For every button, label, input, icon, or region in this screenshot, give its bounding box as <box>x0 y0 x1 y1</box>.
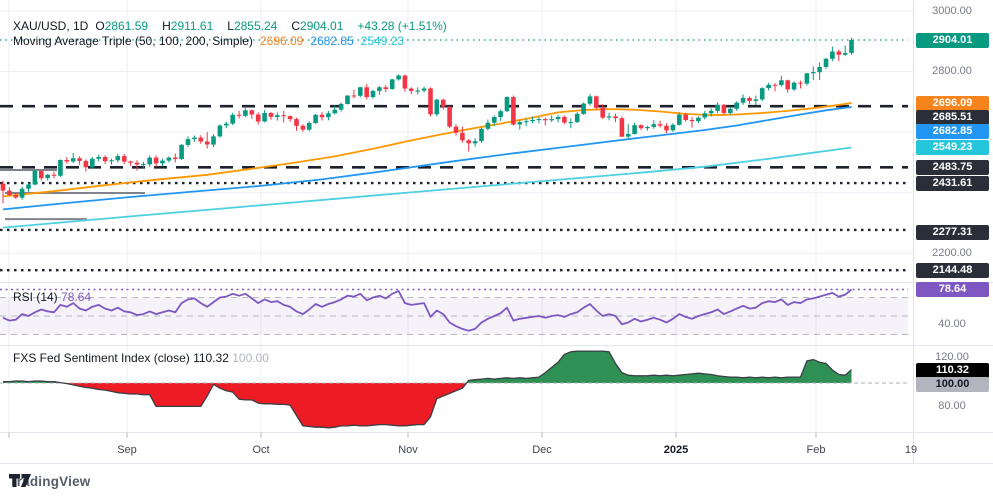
ohlc-low: L2855.24 <box>227 19 278 33</box>
price-badge: 2682.85 <box>916 123 989 139</box>
rsi-indicator-label[interactable]: RSI (14) <box>13 290 58 304</box>
price-badge: 100.00 <box>916 376 989 392</box>
gridlines <box>0 0 913 433</box>
symbol-title[interactable]: XAU/USD, 1D <box>13 19 89 33</box>
time-axis-label: Feb <box>806 444 826 456</box>
time-axis-label: Sep <box>117 444 137 456</box>
price-scale-label: 80.00 <box>938 400 966 412</box>
rsi-pane <box>0 288 908 335</box>
ma-indicator-label[interactable]: Moving Average Triple (50, 100, 200, Sim… <box>13 34 253 48</box>
price-scale-label: 3000.00 <box>932 5 972 17</box>
sentiment-pane <box>0 350 908 429</box>
sentiment-pane-label-row: FXS Fed Sentiment Index (close) 110.32 1… <box>13 352 269 365</box>
level-lines <box>0 104 908 272</box>
price-badge: 2483.75 <box>916 159 989 175</box>
price-badge: 2685.51 <box>916 109 989 125</box>
ma50-value: 2696.09 <box>259 34 304 48</box>
price-badge: 78.64 <box>916 281 989 297</box>
ohlc-high: H2911.61 <box>162 19 214 33</box>
tradingview-logo[interactable]: TradingView <box>9 474 90 489</box>
ohlc-open: O2861.59 <box>95 19 149 33</box>
sentiment-indicator-label[interactable]: FXS Fed Sentiment Index (close) <box>13 351 190 365</box>
time-axis-label: Dec <box>532 444 552 456</box>
time-axis-label: 2025 <box>663 444 689 456</box>
candlestick-series <box>0 37 854 204</box>
price-badge: 2277.31 <box>916 224 989 240</box>
ma100-value: 2682.85 <box>310 34 354 48</box>
time-axis-ticks <box>8 432 817 438</box>
rsi-pane-label-row: RSI (14) 78.64 <box>13 291 91 304</box>
price-badge: 2549.23 <box>916 139 989 155</box>
ohlc-close: C2904.01 <box>291 19 344 33</box>
price-scale-label: 2800.00 <box>932 65 972 77</box>
rsi-value: 78.64 <box>61 290 92 304</box>
price-change: +43.28 (+1.51%) <box>357 19 447 33</box>
time-axis-label: 19 <box>904 444 918 456</box>
sentiment-baseline-value: 100.00 <box>232 351 269 365</box>
price-badge: 110.32 <box>916 362 989 378</box>
price-badge: 2144.48 <box>916 262 989 278</box>
price-scale-label: 40.00 <box>938 318 966 330</box>
symbol-ohlc-row: XAU/USD, 1D O2861.59 H2911.61 L2855.24 C2904… <box>13 20 454 33</box>
price-scale-label: 2200.00 <box>932 247 972 259</box>
price-scale-label: 120.00 <box>935 351 969 363</box>
pane-separators <box>0 0 993 464</box>
tradingview-logo-icon <box>9 474 31 487</box>
price-badge: 2904.01 <box>916 32 989 48</box>
sentiment-value: 110.32 <box>193 351 229 365</box>
time-axis-label: Nov <box>398 444 418 456</box>
price-badge: 2696.09 <box>916 95 989 111</box>
time-axis-label: Oct <box>252 444 270 456</box>
ma200-value: 2549.23 <box>360 34 405 48</box>
price-badge: 2431.61 <box>916 175 989 191</box>
ma-indicator-row: Moving Average Triple (50, 100, 200, Sim… <box>13 35 411 48</box>
